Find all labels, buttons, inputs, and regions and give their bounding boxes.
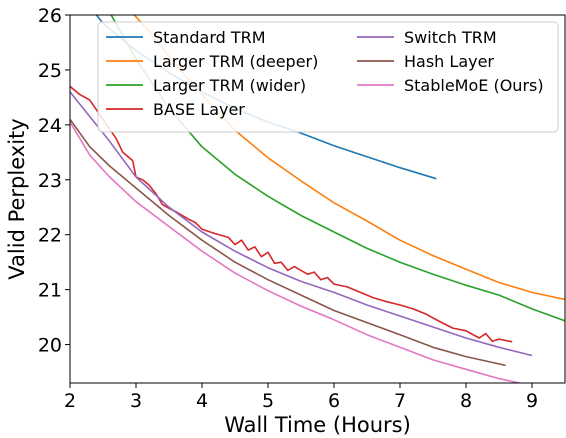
x-tick-label-2: 4 [196, 390, 208, 412]
series-line-5 [70, 118, 506, 367]
legend-label-6: StableMoE (Ours) [404, 76, 544, 95]
x-tick-label-0: 2 [64, 390, 76, 412]
y-tick-label-6: 26 [38, 5, 62, 27]
y-axis-ticks: 20 21 22 23 24 25 26 [38, 5, 70, 357]
x-tick-label-7: 9 [526, 390, 538, 412]
x-tick-label-6: 8 [460, 390, 472, 412]
series-line-4 [70, 91, 533, 357]
y-tick-label-0: 20 [38, 335, 62, 357]
x-tick-label-4: 6 [328, 390, 340, 412]
legend-label-0: Standard TRM [153, 28, 266, 47]
legend-label-1: Larger TRM (deeper) [153, 52, 318, 71]
legend-label-3: BASE Layer [153, 100, 245, 119]
legend: Standard TRM Larger TRM (deeper) Larger TR… [97, 21, 559, 133]
series-line-3 [70, 85, 513, 343]
y-tick-label-1: 21 [38, 280, 62, 302]
x-axis-label: Wall Time (Hours) [224, 413, 411, 437]
x-tick-label-1: 3 [130, 390, 142, 412]
legend-label-4: Switch TRM [404, 28, 497, 47]
y-axis-label: Valid Perplexity [5, 118, 29, 279]
legend-label-5: Hash Layer [404, 52, 494, 71]
plot-frame [69, 14, 566, 384]
y-tick-label-5: 25 [38, 60, 62, 82]
legend-box [97, 21, 559, 133]
x-tick-label-3: 5 [262, 390, 274, 412]
x-axis-ticks: 2 3 4 5 6 7 8 9 [64, 383, 538, 412]
legend-label-2: Larger TRM (wider) [153, 76, 306, 95]
series-line-6 [70, 121, 524, 383]
x-tick-label-5: 7 [394, 390, 406, 412]
y-tick-label-2: 22 [38, 225, 62, 247]
y-tick-label-3: 23 [38, 170, 62, 192]
y-tick-label-4: 24 [38, 115, 62, 137]
